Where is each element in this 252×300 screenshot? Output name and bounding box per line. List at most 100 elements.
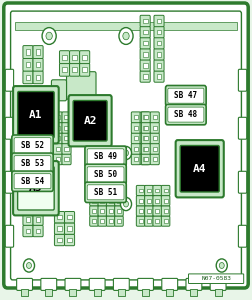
Bar <box>67 238 72 242</box>
Circle shape <box>219 262 224 268</box>
Bar <box>164 188 168 193</box>
Bar <box>56 126 60 130</box>
Bar <box>62 55 67 60</box>
Bar <box>153 136 157 140</box>
Bar <box>144 126 148 130</box>
Text: SB 54: SB 54 <box>21 177 44 186</box>
FancyBboxPatch shape <box>87 149 124 164</box>
FancyBboxPatch shape <box>154 38 164 49</box>
Bar <box>144 136 148 140</box>
Text: SB 51: SB 51 <box>94 188 117 197</box>
FancyBboxPatch shape <box>115 185 123 196</box>
FancyBboxPatch shape <box>65 234 75 246</box>
Bar <box>100 199 104 203</box>
Bar <box>134 115 138 119</box>
Bar <box>25 217 30 222</box>
Bar <box>92 188 96 193</box>
Bar <box>156 63 162 68</box>
Bar <box>109 219 113 223</box>
Bar <box>139 219 143 223</box>
Bar <box>94 289 101 296</box>
Bar <box>143 74 148 79</box>
Bar <box>147 199 151 203</box>
FancyBboxPatch shape <box>23 225 33 237</box>
Bar <box>164 209 168 213</box>
FancyBboxPatch shape <box>80 51 90 64</box>
FancyBboxPatch shape <box>131 122 140 133</box>
FancyBboxPatch shape <box>33 58 43 71</box>
FancyBboxPatch shape <box>168 107 204 122</box>
FancyBboxPatch shape <box>14 138 51 153</box>
FancyBboxPatch shape <box>150 143 159 154</box>
Bar <box>25 62 30 67</box>
Bar <box>164 199 168 203</box>
FancyBboxPatch shape <box>70 63 80 76</box>
Bar <box>62 67 67 72</box>
Text: SB 50: SB 50 <box>94 170 117 179</box>
Bar <box>143 147 147 151</box>
FancyBboxPatch shape <box>12 171 53 191</box>
Bar <box>100 188 104 193</box>
FancyBboxPatch shape <box>141 143 150 154</box>
Bar <box>25 206 30 211</box>
FancyBboxPatch shape <box>59 63 70 76</box>
Bar <box>82 67 87 72</box>
FancyBboxPatch shape <box>14 174 51 189</box>
FancyBboxPatch shape <box>141 133 150 144</box>
FancyBboxPatch shape <box>62 154 71 165</box>
Bar <box>36 217 41 222</box>
Bar <box>15 22 237 30</box>
FancyBboxPatch shape <box>115 206 123 216</box>
FancyBboxPatch shape <box>33 46 43 59</box>
FancyBboxPatch shape <box>14 156 51 171</box>
Bar <box>92 219 96 223</box>
Bar <box>166 289 173 296</box>
Bar <box>144 157 148 161</box>
Bar <box>215 289 222 296</box>
Bar <box>142 289 149 296</box>
FancyBboxPatch shape <box>145 185 153 196</box>
Bar <box>134 126 138 130</box>
FancyBboxPatch shape <box>140 143 149 154</box>
FancyBboxPatch shape <box>106 206 115 216</box>
FancyBboxPatch shape <box>41 278 57 290</box>
Bar <box>153 157 157 161</box>
FancyBboxPatch shape <box>98 206 107 216</box>
Bar <box>143 30 148 34</box>
FancyBboxPatch shape <box>238 69 247 91</box>
FancyBboxPatch shape <box>23 214 33 225</box>
FancyBboxPatch shape <box>153 196 162 206</box>
FancyBboxPatch shape <box>131 154 140 165</box>
FancyBboxPatch shape <box>51 80 67 101</box>
FancyBboxPatch shape <box>54 234 65 246</box>
FancyBboxPatch shape <box>53 112 62 123</box>
Bar <box>147 209 151 213</box>
FancyBboxPatch shape <box>23 46 33 59</box>
Bar <box>143 126 147 130</box>
FancyBboxPatch shape <box>131 133 140 144</box>
FancyBboxPatch shape <box>136 185 145 196</box>
FancyBboxPatch shape <box>13 86 59 143</box>
FancyBboxPatch shape <box>85 146 126 166</box>
FancyBboxPatch shape <box>154 15 164 27</box>
Bar <box>147 188 151 193</box>
Bar <box>21 289 28 296</box>
Bar <box>109 188 113 193</box>
FancyBboxPatch shape <box>23 71 33 84</box>
Bar <box>191 289 197 296</box>
FancyBboxPatch shape <box>186 278 202 290</box>
FancyBboxPatch shape <box>161 206 170 216</box>
FancyBboxPatch shape <box>69 95 112 146</box>
FancyBboxPatch shape <box>87 167 124 182</box>
Text: SB 48: SB 48 <box>174 110 197 119</box>
Bar <box>153 126 157 130</box>
FancyBboxPatch shape <box>140 133 149 144</box>
FancyBboxPatch shape <box>106 185 115 196</box>
Circle shape <box>42 28 56 44</box>
Text: SB 52: SB 52 <box>21 141 44 150</box>
FancyBboxPatch shape <box>90 196 98 206</box>
Bar <box>67 215 72 219</box>
FancyBboxPatch shape <box>166 104 206 125</box>
FancyBboxPatch shape <box>150 112 159 123</box>
FancyBboxPatch shape <box>140 71 150 82</box>
